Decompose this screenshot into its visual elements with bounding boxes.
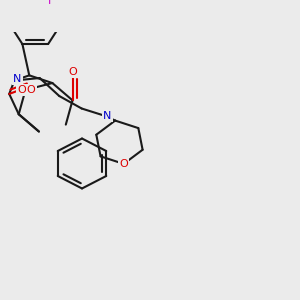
Text: O: O <box>27 85 36 95</box>
Text: O: O <box>68 67 77 77</box>
Text: F: F <box>48 0 54 6</box>
Text: N: N <box>103 111 112 121</box>
Text: O: O <box>17 85 26 95</box>
Text: O: O <box>119 159 128 169</box>
Text: N: N <box>13 74 22 84</box>
